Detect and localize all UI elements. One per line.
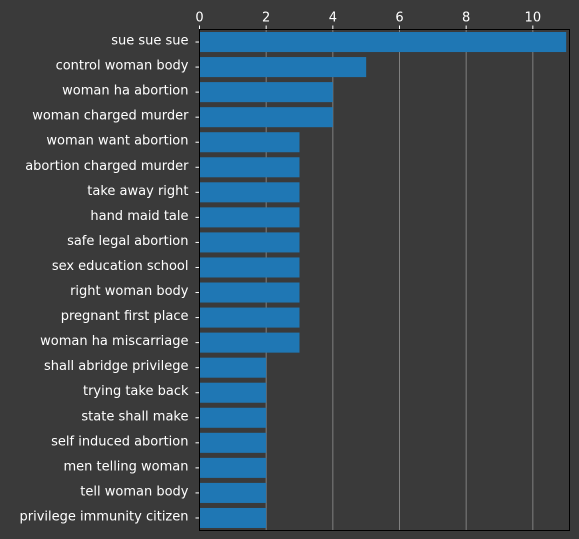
bar <box>199 182 300 203</box>
bar <box>199 307 300 328</box>
x-tick-labels: 0 2 4 6 8 10 <box>195 11 541 26</box>
category-label: pregnant first place <box>61 309 189 324</box>
category-label: take away right <box>87 184 188 199</box>
category-label: woman ha abortion <box>62 84 188 99</box>
bar <box>199 32 567 53</box>
category-label: shall abridge privilege <box>44 359 189 374</box>
y-tick-labels: sue sue sue control woman body woman ha ab… <box>20 34 190 525</box>
bar <box>199 232 300 253</box>
plot-frame <box>199 29 570 531</box>
bar <box>199 257 300 278</box>
bars <box>199 32 567 528</box>
category-label: woman want abortion <box>46 134 188 149</box>
bar <box>199 157 300 178</box>
bar <box>199 382 267 403</box>
bar <box>199 357 267 378</box>
category-label: safe legal abortion <box>67 234 188 249</box>
category-label: control woman body <box>56 59 189 74</box>
category-label: men telling woman <box>63 459 188 474</box>
bar <box>199 407 267 428</box>
category-label: woman charged murder <box>32 109 189 124</box>
bar <box>199 507 267 528</box>
category-label: privilege immunity citizen <box>20 509 189 524</box>
category-label: tell woman body <box>80 484 188 499</box>
x-tick-label: 10 <box>525 11 542 26</box>
x-tick-label: 8 <box>462 11 470 26</box>
x-tick-label: 0 <box>195 11 203 26</box>
category-label: hand maid tale <box>90 209 188 224</box>
x-tick-label: 4 <box>329 11 337 26</box>
bar <box>199 82 333 103</box>
category-label: sex education school <box>52 259 189 274</box>
axes <box>195 25 570 531</box>
bar <box>199 482 267 503</box>
bar <box>199 132 300 153</box>
bar <box>199 107 333 128</box>
x-tick-label: 2 <box>262 11 270 26</box>
category-label: right woman body <box>70 284 189 299</box>
category-label: abortion charged murder <box>25 159 189 174</box>
x-tick-label: 6 <box>395 11 403 26</box>
bar <box>199 432 267 453</box>
category-label: self induced abortion <box>51 434 188 449</box>
category-label: trying take back <box>83 384 189 399</box>
bar <box>199 332 300 353</box>
grid-lines <box>265 29 534 531</box>
bar <box>199 282 300 303</box>
category-label: sue sue sue <box>111 34 188 49</box>
category-label: woman ha miscarriage <box>40 334 188 349</box>
bar <box>199 57 367 78</box>
bar <box>199 457 267 478</box>
bar <box>199 207 300 228</box>
category-label: state shall make <box>81 409 188 424</box>
